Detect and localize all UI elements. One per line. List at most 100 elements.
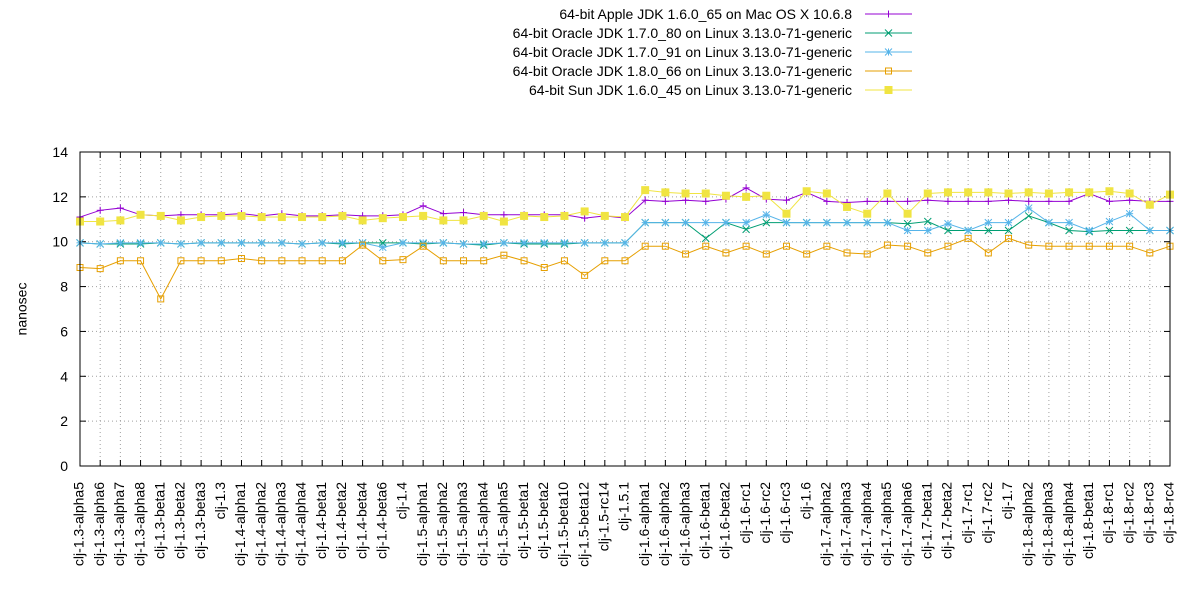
data-point <box>258 257 266 265</box>
data-point <box>600 238 609 247</box>
x-tick-label: clj-1.3-alpha5 <box>71 482 87 566</box>
x-tick-label: clj-1.7-rc1 <box>959 482 975 544</box>
x-tick-label: clj-1.8-alpha3 <box>1040 482 1056 566</box>
series-line <box>79 237 1171 300</box>
x-tick-label: clj-1.3-beta1 <box>151 482 167 559</box>
data-point <box>197 213 206 222</box>
data-point <box>863 250 871 258</box>
data-point <box>318 257 326 265</box>
data-point <box>661 218 670 227</box>
data-point <box>702 197 710 205</box>
data-point <box>944 226 952 235</box>
data-point <box>1004 218 1013 227</box>
data-point <box>1145 226 1154 235</box>
data-point <box>944 219 952 228</box>
data-point <box>177 257 185 265</box>
data-point <box>540 213 549 222</box>
x-tick-label: clj-1.5-alpha3 <box>454 482 470 566</box>
data-point <box>399 256 407 264</box>
data-point <box>237 238 246 247</box>
data-point <box>439 257 447 265</box>
data-point <box>944 242 952 250</box>
x-tick-label: clj-1.6 <box>797 482 813 520</box>
data-point <box>358 238 367 247</box>
data-point <box>682 196 690 204</box>
legend-label: 64-bit Oracle JDK 1.7.0_80 on Linux 3.13… <box>513 25 852 41</box>
legend-label: 64-bit Sun JDK 1.6.0_45 on Linux 3.13.0-… <box>529 82 852 98</box>
data-point <box>520 238 528 247</box>
legend-item: 64-bit Oracle JDK 1.8.0_66 on Linux 3.13… <box>513 63 912 79</box>
data-point <box>378 243 387 252</box>
legend-label: 64-bit Apple JDK 1.6.0_65 on Mac OS X 10… <box>559 6 852 22</box>
data-point <box>1125 209 1134 218</box>
x-tick-label: clj-1.5-beta12 <box>575 482 591 567</box>
data-point <box>641 218 650 227</box>
data-point <box>904 242 912 250</box>
data-point <box>762 210 771 219</box>
data-point <box>964 226 973 235</box>
data-point <box>540 264 548 272</box>
data-point <box>1045 242 1053 250</box>
data-point <box>782 209 791 218</box>
data-point <box>802 187 811 196</box>
data-point <box>1085 226 1094 235</box>
x-tick-label: clj-1.8-rc4 <box>1161 482 1177 544</box>
data-point <box>116 204 124 212</box>
x-tick-label: clj-1.7-alpha4 <box>858 482 874 566</box>
data-point <box>661 242 669 250</box>
data-point <box>459 216 468 225</box>
grid-lines <box>79 152 1171 466</box>
x-tick-label: clj-1.6-beta1 <box>696 482 712 559</box>
data-point <box>116 257 124 265</box>
data-point <box>984 218 993 227</box>
data-point <box>742 242 750 250</box>
data-point <box>863 218 872 227</box>
data-point <box>1044 189 1053 198</box>
data-point <box>1105 187 1114 196</box>
data-point <box>1024 212 1033 220</box>
x-axis: clj-1.3-alpha5 clj-1.3-alpha6 clj-1.3-alph… <box>71 152 1177 567</box>
data-point <box>681 218 690 227</box>
data-point <box>217 211 226 220</box>
data-point <box>1126 196 1134 204</box>
data-point <box>742 218 750 227</box>
y-tick-label: 10 <box>52 234 68 250</box>
data-point <box>721 191 730 200</box>
data-point <box>621 238 629 247</box>
data-point <box>904 197 912 205</box>
x-tick-label: clj-1.3-beta2 <box>172 482 188 559</box>
x-tick-label: clj-1.5-alpha4 <box>474 482 490 566</box>
x-tick-label: clj-1.8-alpha2 <box>1019 482 1035 566</box>
legend: 64-bit Apple JDK 1.6.0_65 on Mac OS X 10… <box>513 6 912 98</box>
data-point <box>217 238 226 247</box>
data-point <box>298 257 306 265</box>
x-tick-label: clj-1.5-alpha2 <box>434 482 450 566</box>
x-tick-label: clj-1.4-alpha4 <box>293 482 309 566</box>
legend-swatch-marker <box>884 86 893 94</box>
y-tick-label: 8 <box>60 279 68 295</box>
data-point <box>338 238 347 247</box>
data-point <box>237 255 245 263</box>
data-point <box>439 238 448 247</box>
data-point <box>984 226 993 235</box>
x-tick-label: clj-1.4-alpha3 <box>273 482 289 566</box>
data-point <box>156 211 165 220</box>
data-point <box>398 213 407 222</box>
data-point <box>318 238 327 247</box>
data-point <box>883 189 892 198</box>
data-point <box>277 213 286 222</box>
data-point <box>1065 226 1073 235</box>
legend-swatch-marker <box>885 67 892 75</box>
data-point <box>459 240 468 248</box>
data-point <box>1125 189 1134 198</box>
series-3 <box>76 204 1174 252</box>
legend-label: 64-bit Oracle JDK 1.7.0_91 on Linux 3.13… <box>513 44 852 60</box>
x-tick-label: clj-1.8-beta1 <box>1080 482 1096 559</box>
data-point <box>136 238 145 247</box>
data-point <box>883 218 892 227</box>
y-tick-label: 2 <box>60 413 68 429</box>
x-tick-label: clj-1.3-alpha7 <box>111 482 127 566</box>
x-tick-label: clj-1.7-beta1 <box>918 482 934 559</box>
y-axis-label: nanosec <box>14 283 30 336</box>
